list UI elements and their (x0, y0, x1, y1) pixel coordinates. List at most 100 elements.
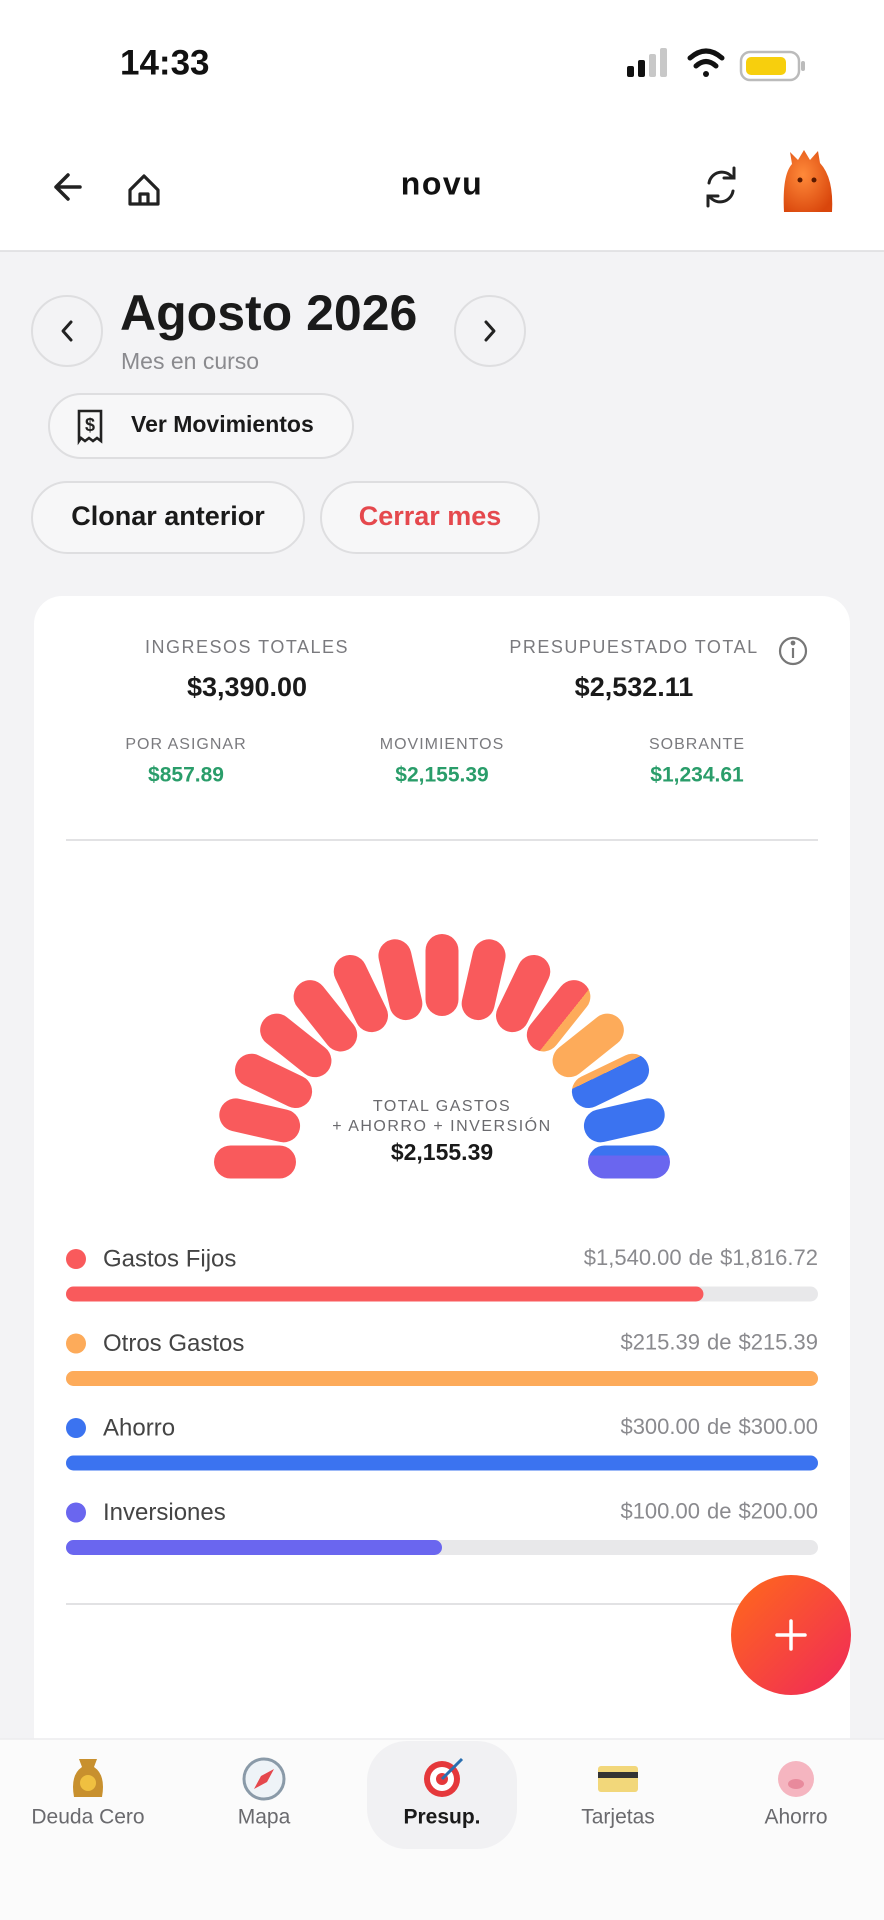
nav-icon-detail (440, 1757, 464, 1781)
gauge-segment (571, 1053, 650, 1108)
gauge-segment (526, 980, 591, 1052)
category-name: Gastos Fijos (103, 1245, 236, 1272)
add-icon (775, 1619, 807, 1651)
progress-fill (66, 1286, 704, 1302)
connector: de (707, 1329, 731, 1354)
gauge-segment (260, 1013, 332, 1078)
battery-icon (739, 50, 805, 82)
category-list: Gastos Fijos $1,540.00 de $1,816.72 Otros Ga… (66, 1245, 818, 1555)
movements-button[interactable] (48, 393, 354, 459)
category-name: Inversiones (103, 1499, 226, 1526)
spent-label: $300.00 (620, 1414, 700, 1439)
gauge-segment (214, 1145, 296, 1179)
summary-sub-label: MOVIMIENTOS (380, 736, 505, 753)
next-month-button[interactable] (454, 295, 526, 367)
avatar[interactable] (783, 150, 833, 212)
gauge-label: TOTAL GASTOS (373, 1098, 511, 1115)
gauge-label: + AHORRO + INVERSIÓN (332, 1116, 551, 1135)
spent-label: $215.39 (620, 1329, 700, 1354)
progress-fill (66, 1455, 818, 1471)
back-button[interactable] (54, 173, 82, 201)
clone-label: Clonar anterior (71, 501, 265, 531)
category-amount: $300.00 de $300.00 (620, 1414, 818, 1439)
nav-icon-detail (788, 1779, 804, 1789)
budget-card (34, 596, 850, 1920)
month-title: Agosto 2026 (120, 285, 417, 341)
category-name: Otros Gastos (103, 1330, 244, 1357)
summary-label: INGRESOS TOTALES (145, 637, 349, 657)
connector: de (689, 1245, 713, 1270)
header-bg (0, 0, 884, 251)
connector: de (707, 1498, 731, 1523)
connector: de (707, 1414, 731, 1439)
nav-label[interactable]: Mapa (238, 1806, 291, 1829)
gauge (214, 934, 670, 1179)
gauge-segment (583, 1098, 665, 1143)
progress-fill (66, 1371, 818, 1386)
gauge-segment (234, 1053, 313, 1108)
gauge-total: $2,155.39 (391, 1139, 493, 1165)
nav-icon-detail (598, 1772, 638, 1778)
budget-label: $1,816.72 (720, 1245, 818, 1270)
category-amount: $1,540.00 de $1,816.72 (584, 1245, 818, 1270)
budget-label: $300.00 (738, 1414, 818, 1439)
gauge-segment (588, 1145, 670, 1179)
nav-label[interactable]: Ahorro (764, 1806, 827, 1829)
summary: INGRESOS TOTALES $3,390.00 PRESUPUESTADO T… (125, 637, 758, 787)
close-month-button[interactable] (320, 481, 540, 554)
category-amount: $100.00 de $200.00 (620, 1498, 818, 1523)
prev-month-button[interactable] (31, 295, 103, 367)
next-icon (484, 320, 496, 342)
bottom-nav: Deuda Cero Mapa Presup. Tarjetas Ahorro (31, 1741, 828, 1849)
gauge-segment (293, 980, 358, 1052)
gauge-segment (378, 939, 423, 1021)
category-amount: $215.39 de $215.39 (620, 1329, 818, 1354)
refresh-button[interactable] (706, 166, 736, 208)
summary-sub-label: POR ASIGNAR (125, 736, 246, 753)
gauge-segment (552, 1013, 624, 1078)
nav-icon-detail (80, 1775, 96, 1791)
svg-text:$: $ (85, 415, 95, 435)
category-dot (66, 1249, 86, 1269)
prev-icon (61, 320, 73, 342)
nav-label[interactable]: Deuda Cero (31, 1806, 144, 1829)
summary-sub-value: $1,234.61 (650, 764, 744, 787)
progress-fill (66, 1540, 442, 1555)
summary-value: $3,390.00 (187, 672, 307, 702)
gauge-segment (496, 954, 551, 1033)
category-dot (66, 1418, 86, 1438)
home-button[interactable] (128, 174, 160, 206)
month-subtitle: Mes en curso (121, 348, 259, 374)
nav-icon (598, 1766, 638, 1792)
summary-label: PRESUPUESTADO TOTAL (509, 637, 758, 657)
summary-sub-label: SOBRANTE (649, 736, 745, 753)
nav-label[interactable]: Tarjetas (581, 1806, 655, 1829)
gauge-segment (219, 1098, 301, 1143)
summary-value: $2,532.11 (575, 672, 694, 702)
signal-icon (627, 48, 667, 77)
budget-label: $200.00 (738, 1498, 818, 1523)
summary-sub-value: $857.89 (148, 764, 224, 787)
movements-label: Ver Movimientos (131, 411, 314, 437)
gauge-segment (461, 939, 506, 1021)
clone-button[interactable] (31, 481, 305, 554)
category-name: Ahorro (103, 1414, 175, 1441)
category-dot (66, 1333, 86, 1354)
gauge-segment (425, 934, 459, 1016)
gauge-caption: TOTAL GASTOS+ AHORRO + INVERSIÓN $2,155.3… (332, 1098, 551, 1165)
budget-label: $215.39 (738, 1329, 818, 1354)
summary-sub-value: $2,155.39 (395, 764, 488, 787)
nav-icon-detail (254, 1769, 274, 1789)
category-dot (66, 1502, 86, 1523)
brand-logo: novu (401, 165, 483, 201)
spent-label: $1,540.00 (584, 1245, 682, 1270)
nav-label[interactable]: Presup. (403, 1806, 480, 1829)
info-icon[interactable] (778, 636, 808, 666)
wifi-icon (687, 48, 725, 77)
spent-label: $100.00 (620, 1498, 700, 1523)
gauge-segment (333, 954, 388, 1033)
close-month-label: Cerrar mes (359, 501, 502, 531)
status-time: 14:33 (120, 43, 210, 82)
